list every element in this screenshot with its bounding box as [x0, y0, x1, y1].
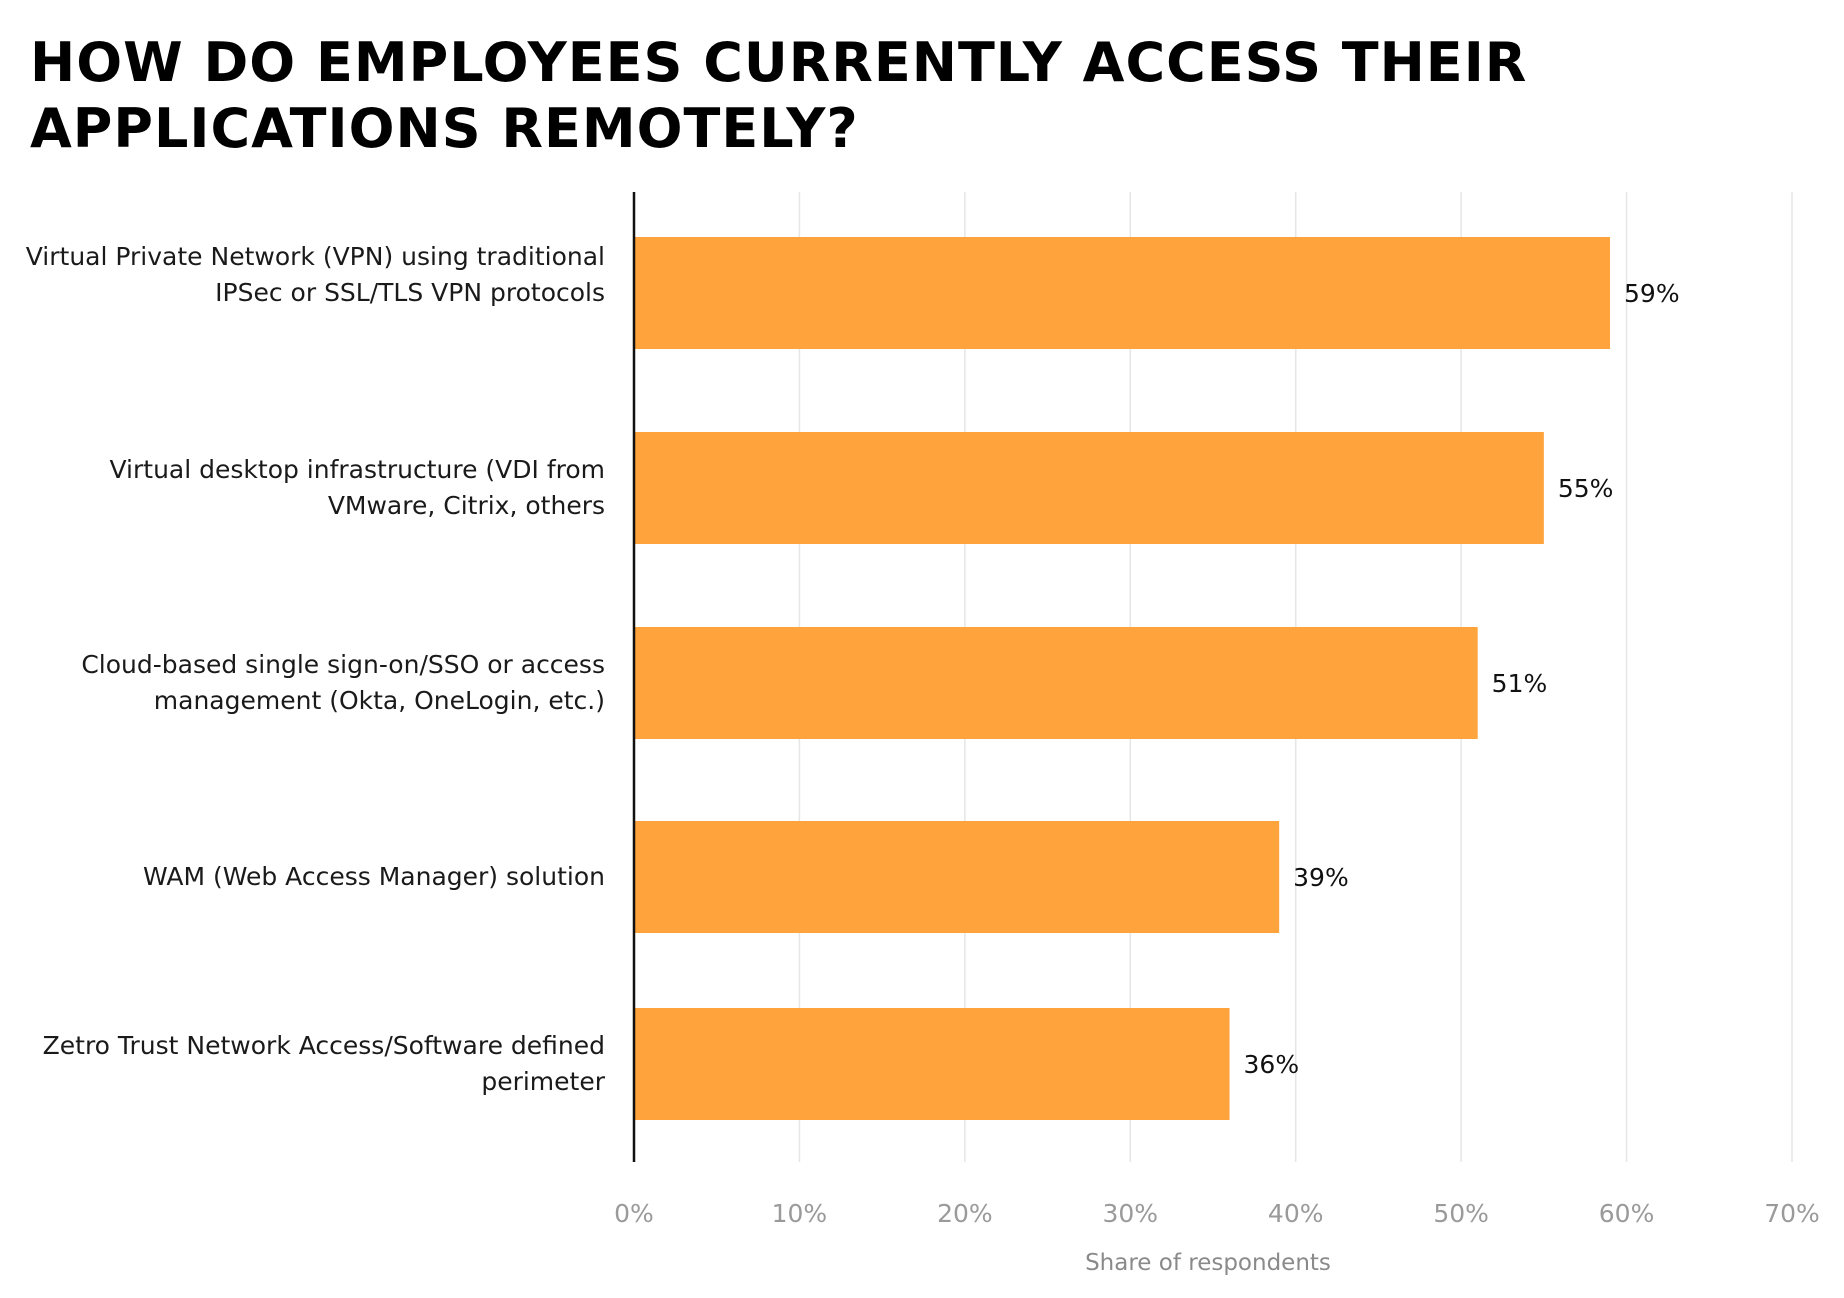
- bar-value-label: 59%: [1624, 279, 1680, 308]
- category-label: Zetro Trust Network Access/Software defi…: [42, 1031, 605, 1096]
- bar-value-label: 39%: [1293, 863, 1349, 892]
- category-label: Cloud-based single sign-on/SSO or access…: [81, 650, 605, 715]
- bar: [634, 237, 1611, 349]
- x-tick-label: 60%: [1599, 1199, 1655, 1228]
- bar-value-label: 55%: [1558, 474, 1614, 503]
- bar: [634, 1008, 1230, 1120]
- x-tick-label: 0%: [614, 1199, 654, 1228]
- category-label: WAM (Web Access Manager) solution: [143, 862, 605, 891]
- x-tick-label: 10%: [772, 1199, 828, 1228]
- x-tick-label: 40%: [1268, 1199, 1324, 1228]
- x-tick-label: 20%: [937, 1199, 993, 1228]
- chart-title: HOW DO EMPLOYEES CURRENTLY ACCESS THEIR …: [30, 31, 1528, 160]
- bar: [634, 627, 1478, 739]
- x-tick-label: 30%: [1102, 1199, 1158, 1228]
- bar: [634, 432, 1544, 544]
- x-tick-label: 50%: [1433, 1199, 1489, 1228]
- bar-value-label: 36%: [1244, 1050, 1300, 1079]
- bar: [634, 821, 1280, 933]
- category-label: Virtual Private Network (VPN) using trad…: [25, 242, 605, 307]
- x-tick-label: 70%: [1764, 1199, 1820, 1228]
- category-label: Virtual desktop infrastructure (VDI from…: [109, 455, 606, 520]
- x-axis-label: Share of respondents: [1085, 1250, 1331, 1276]
- bar-value-label: 51%: [1492, 669, 1548, 698]
